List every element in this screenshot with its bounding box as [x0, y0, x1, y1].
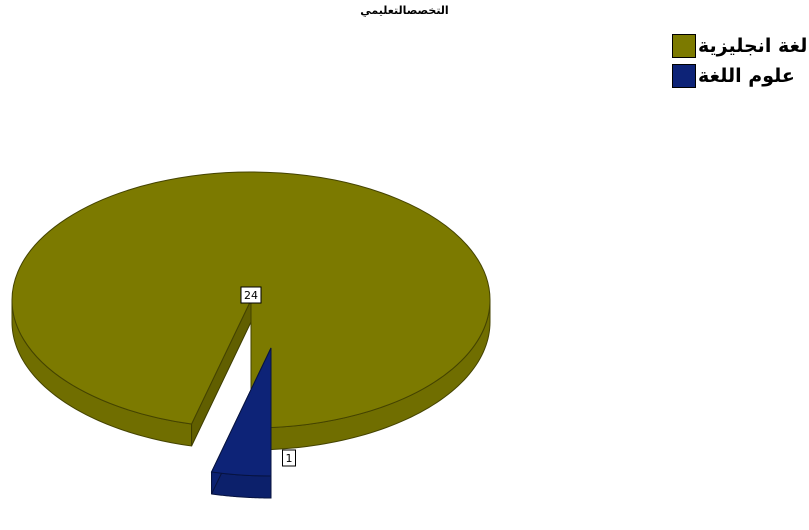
legend-swatch-language-sciences	[672, 64, 696, 88]
data-label-language-sciences: 1	[282, 449, 296, 467]
data-label-box-english	[240, 286, 262, 304]
legend-swatch-english	[672, 34, 696, 58]
legend: لغة انجليزية علوم اللغة	[672, 31, 807, 91]
data-label-box-language-sciences	[282, 449, 296, 467]
chart-title: التخصصالتعليمي	[360, 4, 449, 17]
data-label-text-language-sciences: 1	[286, 452, 293, 465]
legend-item-language-sciences: علوم اللغة	[672, 61, 807, 91]
legend-label-english: لغة انجليزية	[698, 35, 808, 57]
legend-label-language-sciences: علوم اللغة	[698, 65, 795, 87]
pie-slices: 24 1	[11, 171, 491, 499]
pie-slice-language-sciences	[210, 347, 272, 499]
data-label-text-english: 24	[244, 289, 258, 302]
data-label-english: 24	[240, 286, 262, 304]
legend-item-english: لغة انجليزية	[672, 31, 807, 61]
